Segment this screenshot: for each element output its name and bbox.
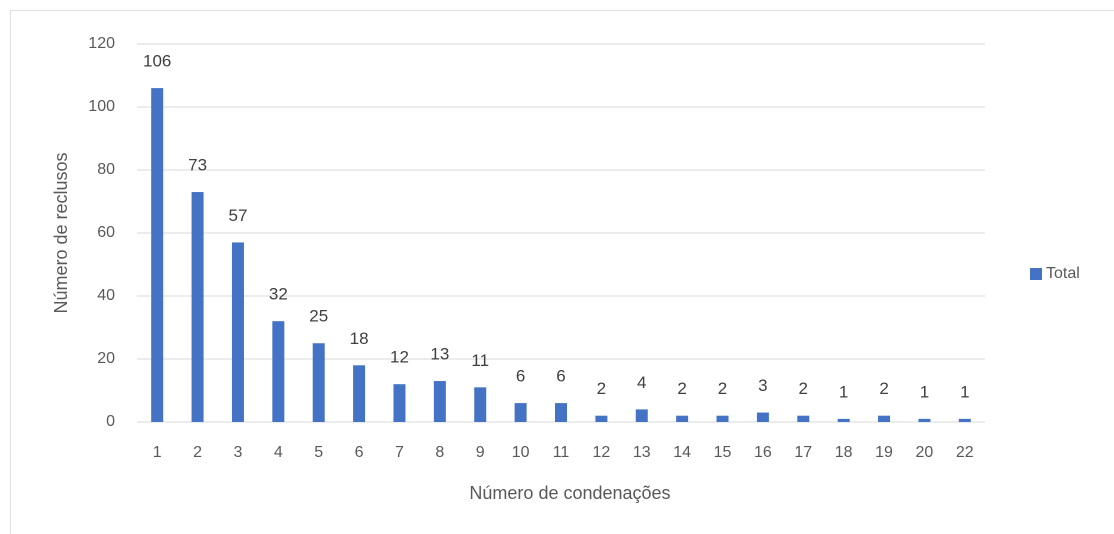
bar	[514, 403, 527, 422]
y-tick-label: 80	[97, 161, 115, 178]
bar	[433, 381, 446, 422]
x-tick-label: 7	[395, 444, 404, 461]
data-label: 2	[799, 379, 808, 398]
bar	[353, 365, 366, 422]
bar	[151, 88, 164, 422]
x-tick-label: 19	[875, 444, 893, 461]
bar	[555, 403, 567, 422]
data-label: 3	[758, 376, 767, 395]
data-label: 25	[309, 307, 328, 326]
bar	[393, 384, 406, 422]
data-label: 1	[960, 382, 969, 401]
data-label: 2	[597, 379, 606, 398]
bar	[676, 415, 689, 422]
bar	[474, 387, 487, 422]
bar	[958, 418, 971, 422]
x-tick-label: 9	[476, 444, 485, 461]
y-tick-label: 60	[97, 224, 115, 241]
data-label: 6	[556, 367, 565, 386]
data-label: 1	[920, 382, 929, 401]
y-tick-label: 20	[97, 350, 115, 367]
x-tick-label: 22	[956, 444, 974, 461]
data-label: 6	[516, 367, 525, 386]
bar	[878, 415, 891, 422]
x-tick-label: 17	[794, 444, 812, 461]
x-tick-label: 11	[553, 444, 570, 461]
x-axis-label: Número de condenações	[469, 483, 670, 503]
bar	[191, 192, 204, 422]
data-label: 12	[390, 348, 409, 367]
bar	[716, 415, 729, 422]
data-label: 32	[269, 285, 288, 304]
data-label: 11	[471, 351, 489, 370]
bar	[918, 418, 931, 422]
bar	[635, 409, 648, 422]
bar	[231, 242, 244, 422]
x-tick-label: 18	[835, 444, 853, 461]
x-tick-label: 15	[714, 444, 732, 461]
data-label: 2	[677, 379, 686, 398]
x-tick-label: 4	[274, 444, 283, 461]
data-label: 57	[228, 206, 247, 225]
bar	[837, 418, 850, 422]
y-tick-label: 0	[106, 413, 115, 430]
data-label: 2	[718, 379, 727, 398]
data-label: 73	[188, 156, 207, 175]
x-tick-label: 16	[754, 444, 772, 461]
data-label: 106	[143, 52, 171, 71]
bar	[756, 412, 769, 422]
y-tick-label: 100	[88, 98, 115, 115]
bar	[312, 343, 325, 422]
x-tick-label: 8	[435, 444, 444, 461]
bar	[272, 321, 285, 422]
x-tick-label: 5	[314, 444, 323, 461]
x-tick-label: 2	[193, 444, 202, 461]
x-tick-label: 12	[592, 444, 610, 461]
chart-border	[10, 10, 1114, 534]
data-label: 4	[637, 373, 646, 392]
data-label: 1	[839, 382, 848, 401]
y-tick-label: 120	[88, 35, 115, 52]
x-tick-label: 6	[355, 444, 364, 461]
x-tick-label: 13	[633, 444, 651, 461]
x-tick-label: 14	[673, 444, 691, 461]
x-tick-label: 20	[916, 444, 934, 461]
legend-swatch	[1030, 268, 1042, 280]
x-tick-label: 10	[512, 444, 530, 461]
y-tick-label: 40	[97, 287, 115, 304]
x-tick-label: 3	[233, 444, 242, 461]
bar	[595, 415, 608, 422]
y-axis-label: Número de reclusos	[51, 152, 71, 313]
data-label: 13	[430, 345, 449, 364]
bar	[797, 415, 810, 422]
data-label: 2	[879, 379, 888, 398]
legend-label: Total	[1046, 265, 1080, 282]
x-tick-label: 1	[153, 444, 162, 461]
data-label: 18	[350, 329, 369, 348]
